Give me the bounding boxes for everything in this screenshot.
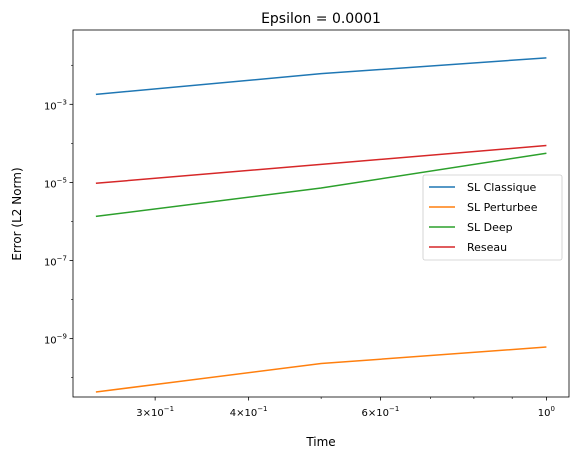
series-line-sl-deep [95,152,547,218]
x-axis-label: Time [305,435,335,449]
legend-label-2: SL Deep [467,221,513,234]
x-tick-label-0: 3×10−1 [136,405,174,419]
series-line-reseau [95,144,547,185]
y-axis-label: Error (L2 Norm) [10,167,24,260]
legend-label-0: SL Classique [467,181,537,194]
y-tick-label-1: 10−7 [44,255,67,269]
legend-label-1: SL Perturbee [467,201,538,214]
legend-label-3: Reseau [467,241,507,254]
legend: SL Classique SL Perturbee SL Deep Reseau [422,174,563,261]
series-line-sl-perturbee [95,346,547,393]
x-tick-label-2: 6×10−1 [361,405,399,419]
y-tick-label-3: 10−3 [44,98,67,112]
series-layer [95,57,547,393]
x-axis-ticks: 3×10−1 4×10−1 6×10−1 100 [136,397,555,419]
legend-box [422,174,563,261]
x-tick-label-1: 4×10−1 [230,405,268,419]
x-tick-label-3: 100 [538,405,555,419]
chart-title: Epsilon = 0.0001 [261,11,381,27]
y-tick-label-2: 10−5 [44,176,67,190]
y-tick-label-0: 10−9 [44,333,67,347]
y-axis-ticks: 10−9 10−7 10−5 10−3 [44,64,73,378]
series-line-sl-classique [95,57,547,96]
